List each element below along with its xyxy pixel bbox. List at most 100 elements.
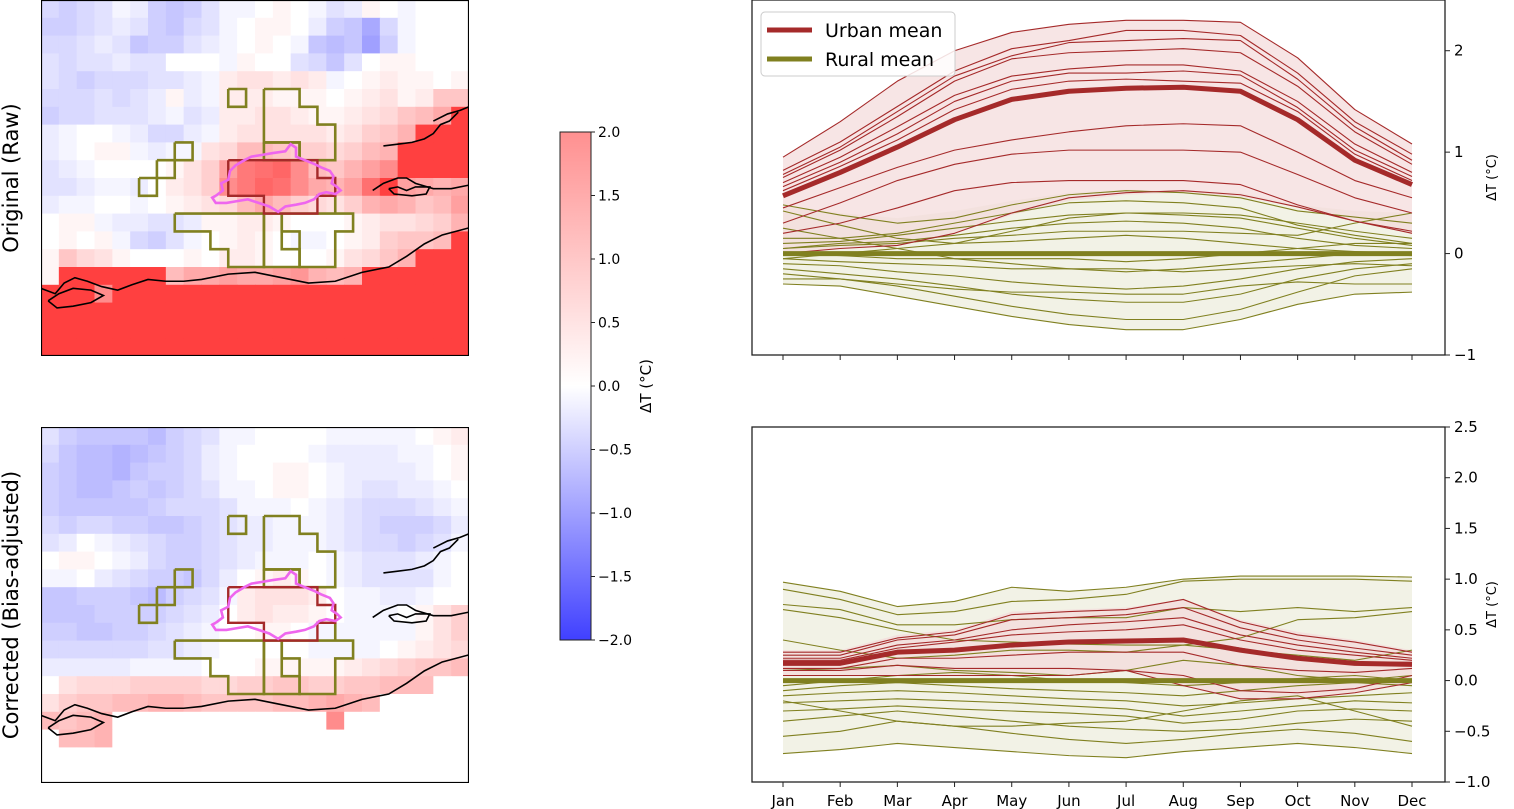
map-corrected-cell <box>201 551 220 570</box>
map-raw-cell <box>272 71 292 90</box>
map-corrected-cell <box>76 694 95 713</box>
map-corrected-cell <box>58 569 78 588</box>
map-corrected-cell <box>112 444 131 464</box>
map-corrected-cell <box>201 462 220 481</box>
map-raw-cell <box>94 71 113 90</box>
map-corrected-cell <box>112 622 131 642</box>
map-corrected-cell <box>148 427 167 446</box>
map-corrected-cell <box>290 711 309 731</box>
map-corrected-cell <box>255 765 274 783</box>
map-corrected-cell <box>165 444 185 464</box>
map-raw-cell <box>76 53 95 72</box>
map-corrected-cell <box>308 676 327 695</box>
map-corrected-cell <box>362 569 381 588</box>
map-corrected-cell <box>433 462 452 481</box>
map-corrected-cell <box>344 533 363 553</box>
map-corrected-cell <box>41 605 60 624</box>
map-raw-cell <box>272 338 292 356</box>
map-corrected-cell <box>130 551 149 570</box>
map-corrected-cell <box>415 427 434 446</box>
map-raw-cell <box>415 267 434 286</box>
map-corrected-cell <box>94 640 113 659</box>
map-raw-cell <box>362 142 381 161</box>
map-corrected-cell <box>112 676 131 695</box>
map-raw-cell <box>379 142 399 161</box>
map-corrected-cell <box>397 551 416 570</box>
map-raw-cell <box>415 142 434 161</box>
map-corrected-cell <box>362 605 381 624</box>
map-raw-cell <box>148 320 167 339</box>
timeseries-corrected-rural-member-line <box>782 682 1413 697</box>
map-raw-cell <box>201 213 220 232</box>
map-corrected-cell <box>255 462 274 481</box>
map-corrected-cell <box>451 516 469 535</box>
map-raw-cell <box>58 53 78 72</box>
map-raw-cell <box>272 320 292 339</box>
map-corrected-cell <box>362 658 381 677</box>
map-corrected-cell <box>148 676 167 695</box>
map-corrected-cell <box>326 480 345 499</box>
map-corrected-cell <box>326 516 345 535</box>
map-corrected-cell <box>58 427 78 446</box>
map-corrected-cell <box>94 516 113 535</box>
map-corrected-cell <box>344 658 363 677</box>
timeseries-raw-rural-member-line <box>782 212 1413 250</box>
map-corrected-cell <box>94 444 113 464</box>
map-raw-cell <box>290 35 309 54</box>
map-corrected-cell <box>41 694 60 713</box>
map-corrected-cell <box>148 480 167 499</box>
map-raw-cell <box>433 249 452 268</box>
map-corrected-cell <box>415 694 434 713</box>
map-corrected-cell <box>183 640 202 659</box>
map-raw-cell <box>415 249 434 268</box>
map-corrected-cell <box>237 427 256 446</box>
timeseries-corrected-urban-member-line <box>783 624 1413 661</box>
map-raw-cell <box>201 106 220 126</box>
map-corrected-cell <box>379 569 399 588</box>
map-raw-cell <box>183 17 202 37</box>
map-raw-cell <box>183 338 202 356</box>
map-corrected-cell <box>415 765 434 783</box>
map-raw-cell <box>183 320 202 339</box>
timeseries-corrected-xtick-label: Jul <box>1116 792 1135 809</box>
map-raw-cell <box>112 178 131 197</box>
map-corrected-cell <box>76 569 95 588</box>
map-raw-cell <box>344 267 363 286</box>
map-corrected-cell <box>76 605 95 624</box>
timeseries-corrected-ylabel: ΔT (°C) <box>1485 581 1500 628</box>
map-raw-cell <box>148 17 167 37</box>
map-raw-cell <box>58 231 78 250</box>
timeseries-corrected-urban-member-line <box>783 606 1413 656</box>
map-corrected-cell <box>272 516 292 535</box>
map-corrected-cell <box>183 516 202 535</box>
map-corrected-coastline <box>41 654 469 722</box>
map-corrected-cell <box>76 622 95 642</box>
map-corrected-cell <box>219 765 238 783</box>
timeseries-corrected-urban-member-line <box>783 598 1413 653</box>
map-raw-cell <box>272 195 292 215</box>
map-corrected-cell <box>165 622 185 642</box>
map-raw-cell <box>183 35 202 54</box>
map-corrected-cell <box>237 551 256 570</box>
map-raw-cell <box>433 284 452 304</box>
map-raw-cell <box>397 124 416 143</box>
map-corrected-cell <box>451 427 469 446</box>
map-corrected-cell <box>451 480 469 499</box>
map-raw-cell <box>290 302 309 321</box>
map-corrected-city-boundary <box>210 569 343 641</box>
map-raw-cell <box>379 106 399 126</box>
timeseries-raw-urban-member-line <box>782 37 1413 175</box>
map-raw-cell <box>362 195 381 215</box>
map-raw-cell <box>290 284 309 304</box>
map-corrected-cell <box>362 462 381 481</box>
map-raw-cell <box>76 142 95 161</box>
map-corrected-cell <box>415 444 434 464</box>
map-raw-cell <box>183 53 202 72</box>
map-raw-cell <box>290 320 309 339</box>
map-corrected-cell <box>183 676 202 695</box>
map-raw-coastline <box>388 186 432 197</box>
map-corrected-cell <box>308 747 327 766</box>
map-corrected-cell <box>130 729 149 748</box>
map-raw-cell <box>112 320 131 339</box>
